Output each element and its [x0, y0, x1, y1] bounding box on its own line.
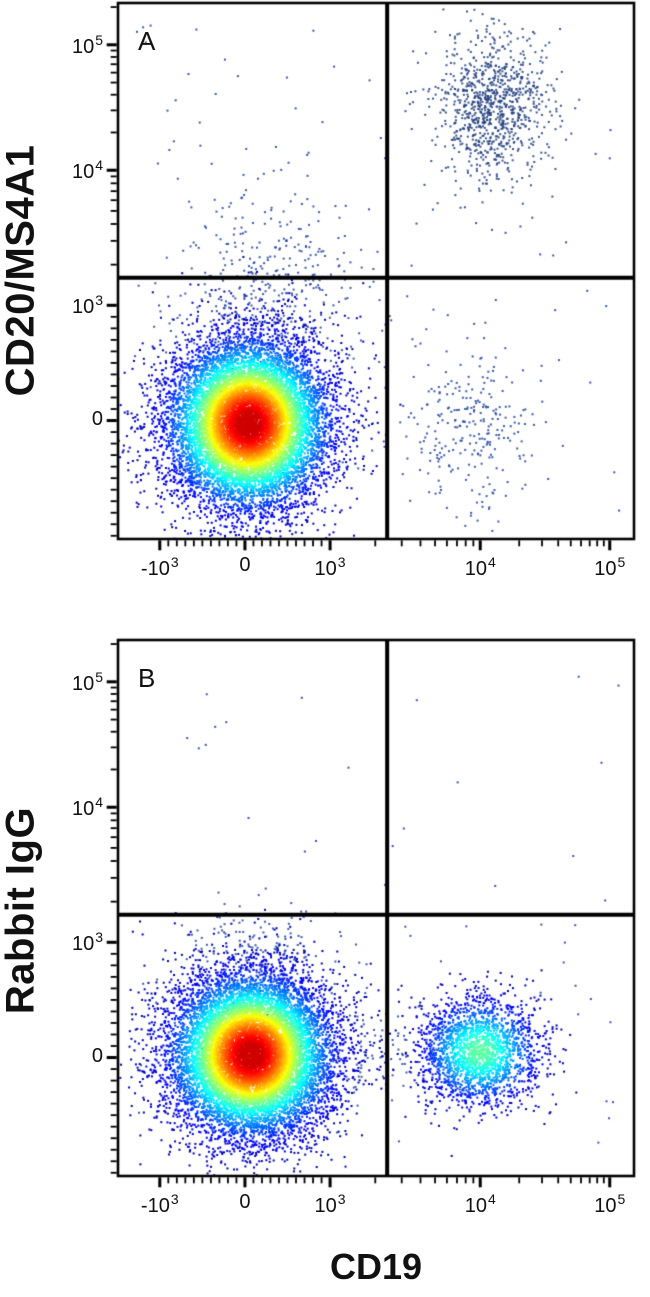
tick-exponent: 3: [95, 292, 103, 309]
tick-exponent: 5: [617, 554, 626, 570]
tick-exponent: 5: [95, 668, 103, 685]
x-axis-tick-label: 103: [314, 1191, 346, 1217]
tick-exponent: 4: [487, 1191, 496, 1207]
tick-exponent: 3: [95, 929, 103, 946]
y-axis-tick-label: 104: [71, 157, 103, 184]
x-axis-tick-label: 105: [594, 554, 626, 580]
tick-exponent: 4: [95, 157, 103, 174]
y-axis-title-panel-a: CD20/MS4A1: [0, 144, 43, 397]
x-axis-title: CD19: [329, 1246, 423, 1287]
x-axis-tick-label: 104: [464, 554, 496, 580]
x-axis-tick-label: 104: [464, 1191, 496, 1217]
tick-exponent: 3: [170, 554, 179, 570]
x-axis-tick-label: 0: [239, 1191, 251, 1213]
x-axis-tick-label: 0: [239, 554, 251, 576]
tick-exponent: 4: [95, 794, 103, 811]
x-axis-tick-label: 103: [314, 554, 346, 580]
y-axis-tick-label: 0: [91, 407, 103, 430]
x-axis-tick-label: 105: [594, 1191, 626, 1217]
y-axis-tick-label: 104: [71, 794, 103, 821]
tick-exponent: 3: [170, 1191, 179, 1207]
tick-exponent: 5: [617, 1191, 626, 1207]
y-axis-title-panel-b: Rabbit IgG: [0, 806, 43, 1015]
panel-label-a: A: [138, 26, 156, 56]
y-axis-tick-label: 105: [71, 668, 103, 695]
y-axis-tick-label: 105: [71, 31, 103, 58]
panel-label-b: B: [138, 663, 156, 693]
tick-exponent: 4: [487, 554, 496, 570]
tick-exponent: 5: [95, 31, 103, 48]
y-axis-tick-label: 103: [71, 929, 103, 956]
tick-exponent: 3: [337, 1191, 346, 1207]
y-axis-tick-label: 103: [71, 292, 103, 319]
tick-exponent: 3: [337, 554, 346, 570]
y-axis-tick-label: 0: [91, 1044, 103, 1067]
x-axis-tick-label: -103: [140, 1191, 179, 1217]
x-axis-tick-label: -103: [140, 554, 179, 580]
